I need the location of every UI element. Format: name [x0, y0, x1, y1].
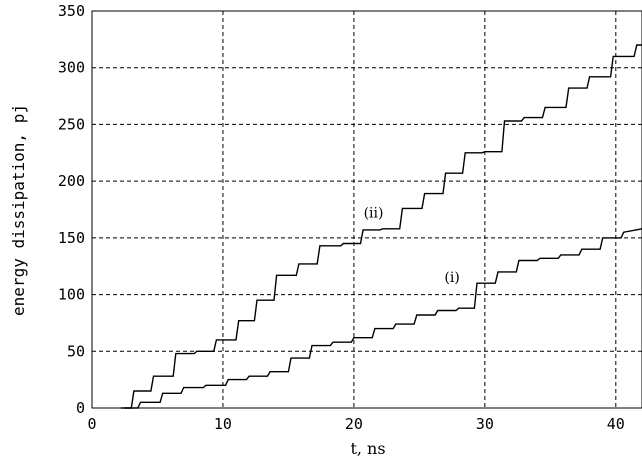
x-tick-label: 0: [87, 415, 96, 433]
y-tick-label: 50: [67, 342, 85, 360]
series-lines: [120, 44, 642, 409]
x-tick-label: 30: [476, 415, 494, 433]
series-line-1: [120, 44, 642, 409]
y-tick-label: 200: [58, 172, 85, 190]
y-tick-label: 350: [58, 2, 85, 20]
x-tick-labels: 0 10 20 30 40: [87, 415, 624, 433]
x-tick-label: 20: [345, 415, 363, 433]
y-tick-label: 100: [58, 286, 85, 304]
annotations: (ii) (i): [364, 205, 460, 286]
y-tick-label: 0: [76, 399, 85, 417]
grid: [92, 11, 642, 408]
x-tick-label: 40: [607, 415, 625, 433]
y-tick-label: 300: [58, 59, 85, 77]
series-line-2: [124, 228, 642, 409]
x-axis-label: t, ns: [350, 439, 385, 458]
y-tick-label: 150: [58, 229, 85, 247]
x-tick-label: 10: [214, 415, 232, 433]
y-tick-labels: 0 50 100 150 200 250 300 350: [58, 2, 85, 417]
y-tick-label: 250: [58, 115, 85, 133]
series-annotation: (ii): [364, 205, 384, 221]
plot-frame: [91, 10, 642, 409]
series-annotation: (i): [444, 270, 459, 286]
y-axis-label: energy dissipation, pj: [9, 104, 28, 316]
